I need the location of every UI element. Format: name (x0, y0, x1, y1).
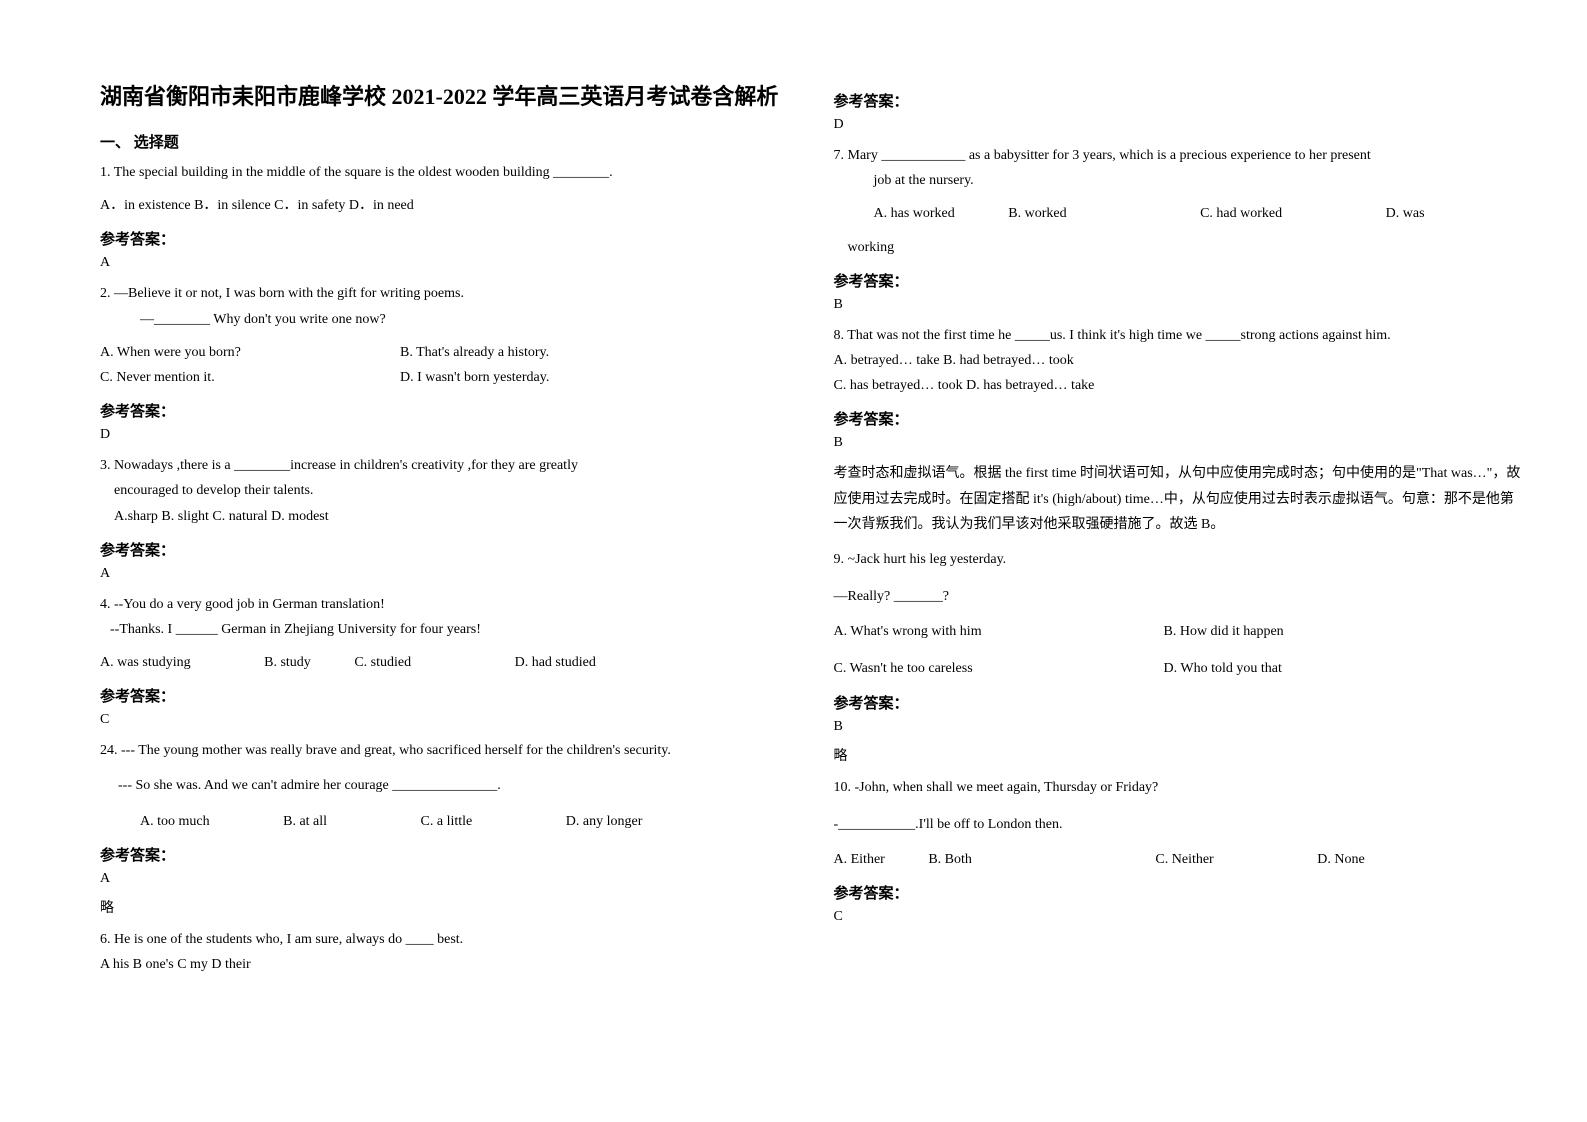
q9-opt-a: A. What's wrong with him (834, 619, 1164, 644)
q10-opt-c: C. Neither (1155, 847, 1213, 872)
q3-answer: A (100, 566, 784, 582)
q24-opt-c: C. a little (421, 809, 473, 834)
q8-answer: B (834, 435, 1528, 451)
q2-answer: D (100, 427, 784, 443)
doc-title: 湖南省衡阳市耒阳市鹿峰学校 2021-2022 学年高三英语月考试卷含解析 (100, 80, 784, 113)
q10-opt-d: D. None (1317, 847, 1364, 872)
answer-label: 参考答案： (834, 270, 1528, 291)
q2-line2: —________ Why don't you write one now? (100, 307, 784, 332)
q7-answer: B (834, 297, 1528, 313)
q6-answer: D (834, 117, 1528, 133)
q4-opt-a: A. was studying (100, 650, 191, 675)
q3-options: A.sharp B. slight C. natural D. modest (100, 504, 784, 529)
q4-line1: 4. --You do a very good job in German tr… (100, 592, 784, 617)
q24-opt-b: B. at all (283, 809, 327, 834)
q1-text: 1. The special building in the middle of… (100, 160, 784, 185)
q2-opt-a: A. When were you born? (100, 340, 400, 365)
q10-line2: -___________.I'll be off to London then. (834, 812, 1528, 837)
q10-answer: C (834, 909, 1528, 925)
q24-line2: --- So she was. And we can't admire her … (100, 773, 784, 798)
q6-line1: 6. He is one of the students who, I am s… (100, 927, 784, 952)
q9-omit: 略 (834, 745, 1528, 765)
q10-opt-b: B. Both (928, 847, 972, 872)
q24-answer: A (100, 871, 784, 887)
q7-opt-b: B. worked (1008, 201, 1066, 226)
question-6: 6. He is one of the students who, I am s… (100, 927, 784, 977)
q1-answer: A (100, 255, 784, 271)
q2-opt-d: D. I wasn't born yesterday. (400, 365, 549, 390)
q10-line1: 10. -John, when shall we meet again, Thu… (834, 775, 1528, 800)
section-1-head: 一、 选择题 (100, 131, 784, 152)
q4-opt-c: C. studied (354, 650, 411, 675)
q8-line3: C. has betrayed… took D. has betrayed… t… (834, 373, 1528, 398)
q9-line2: —Really? _______? (834, 584, 1528, 609)
q7-opt-d: D. was (1386, 201, 1425, 226)
q24-options: A. too much B. at all C. a little D. any… (100, 809, 784, 834)
answer-label: 参考答案： (100, 685, 784, 706)
q2-opt-c: C. Never mention it. (100, 365, 400, 390)
q24-line1: 24. --- The young mother was really brav… (100, 738, 784, 763)
q10-options: A. Either B. Both C. Neither D. None (834, 847, 1528, 872)
answer-label: 参考答案： (834, 882, 1528, 903)
question-7: 7. Mary ____________ as a babysitter for… (834, 143, 1528, 193)
answer-label: 参考答案： (100, 400, 784, 421)
q7-line2: job at the nursery. (834, 168, 1528, 193)
q8-line1: 8. That was not the first time he _____u… (834, 323, 1528, 348)
q6-options: A his B one's C my D their (100, 952, 784, 977)
answer-label: 参考答案： (100, 228, 784, 249)
q3-line2: encouraged to develop their talents. (100, 478, 784, 503)
q8-line2: A. betrayed… take B. had betrayed… took (834, 348, 1528, 373)
answer-label: 参考答案： (834, 90, 1528, 111)
q1-options: A．in existence B．in silence C．in safety … (100, 193, 784, 218)
question-2: 2. —Believe it or not, I was born with t… (100, 281, 784, 331)
question-10: 10. -John, when shall we meet again, Thu… (834, 775, 1528, 837)
q9-opt-d: D. Who told you that (1164, 656, 1282, 681)
question-24: 24. --- The young mother was really brav… (100, 738, 784, 798)
q4-line2: --Thanks. I ______ German in Zhejiang Un… (100, 617, 784, 642)
answer-label: 参考答案： (100, 539, 784, 560)
q8-explanation: 考查时态和虚拟语气。根据 the first time 时间状语可知，从句中应使… (834, 461, 1528, 537)
question-1: 1. The special building in the middle of… (100, 160, 784, 185)
q4-options: A. was studying B. study C. studied D. h… (100, 650, 784, 675)
answer-label: 参考答案： (100, 844, 784, 865)
q4-opt-d: D. had studied (515, 650, 596, 675)
q9-opt-b: B. How did it happen (1164, 619, 1284, 644)
q9-line1: 9. ~Jack hurt his leg yesterday. (834, 547, 1528, 572)
answer-label: 参考答案： (834, 692, 1528, 713)
answer-label: 参考答案： (834, 408, 1528, 429)
q24-omit: 略 (100, 897, 784, 917)
q2-opt-b: B. That's already a history. (400, 340, 549, 365)
q7-opt-a: A. has worked (874, 201, 955, 226)
q9-opt-c: C. Wasn't he too careless (834, 656, 1164, 681)
q3-line1: 3. Nowadays ,there is a ________increase… (100, 453, 784, 478)
q24-opt-d: D. any longer (566, 809, 643, 834)
q2-line1: 2. —Believe it or not, I was born with t… (100, 281, 784, 306)
q7-line3: working (834, 235, 1528, 260)
q24-opt-a: A. too much (140, 809, 210, 834)
q2-options: A. When were you born? B. That's already… (100, 340, 784, 390)
q7-opt-c: C. had worked (1200, 201, 1282, 226)
question-9: 9. ~Jack hurt his leg yesterday. —Really… (834, 547, 1528, 609)
question-3: 3. Nowadays ,there is a ________increase… (100, 453, 784, 529)
q7-options: A. has worked B. worked C. had worked D.… (834, 201, 1528, 226)
q7-line1: 7. Mary ____________ as a babysitter for… (834, 143, 1528, 168)
question-4: 4. --You do a very good job in German tr… (100, 592, 784, 642)
q9-options: A. What's wrong with him B. How did it h… (834, 619, 1528, 681)
q4-opt-b: B. study (264, 650, 311, 675)
question-8: 8. That was not the first time he _____u… (834, 323, 1528, 399)
q9-answer: B (834, 719, 1528, 735)
q4-answer: C (100, 712, 784, 728)
q10-opt-a: A. Either (834, 847, 885, 872)
